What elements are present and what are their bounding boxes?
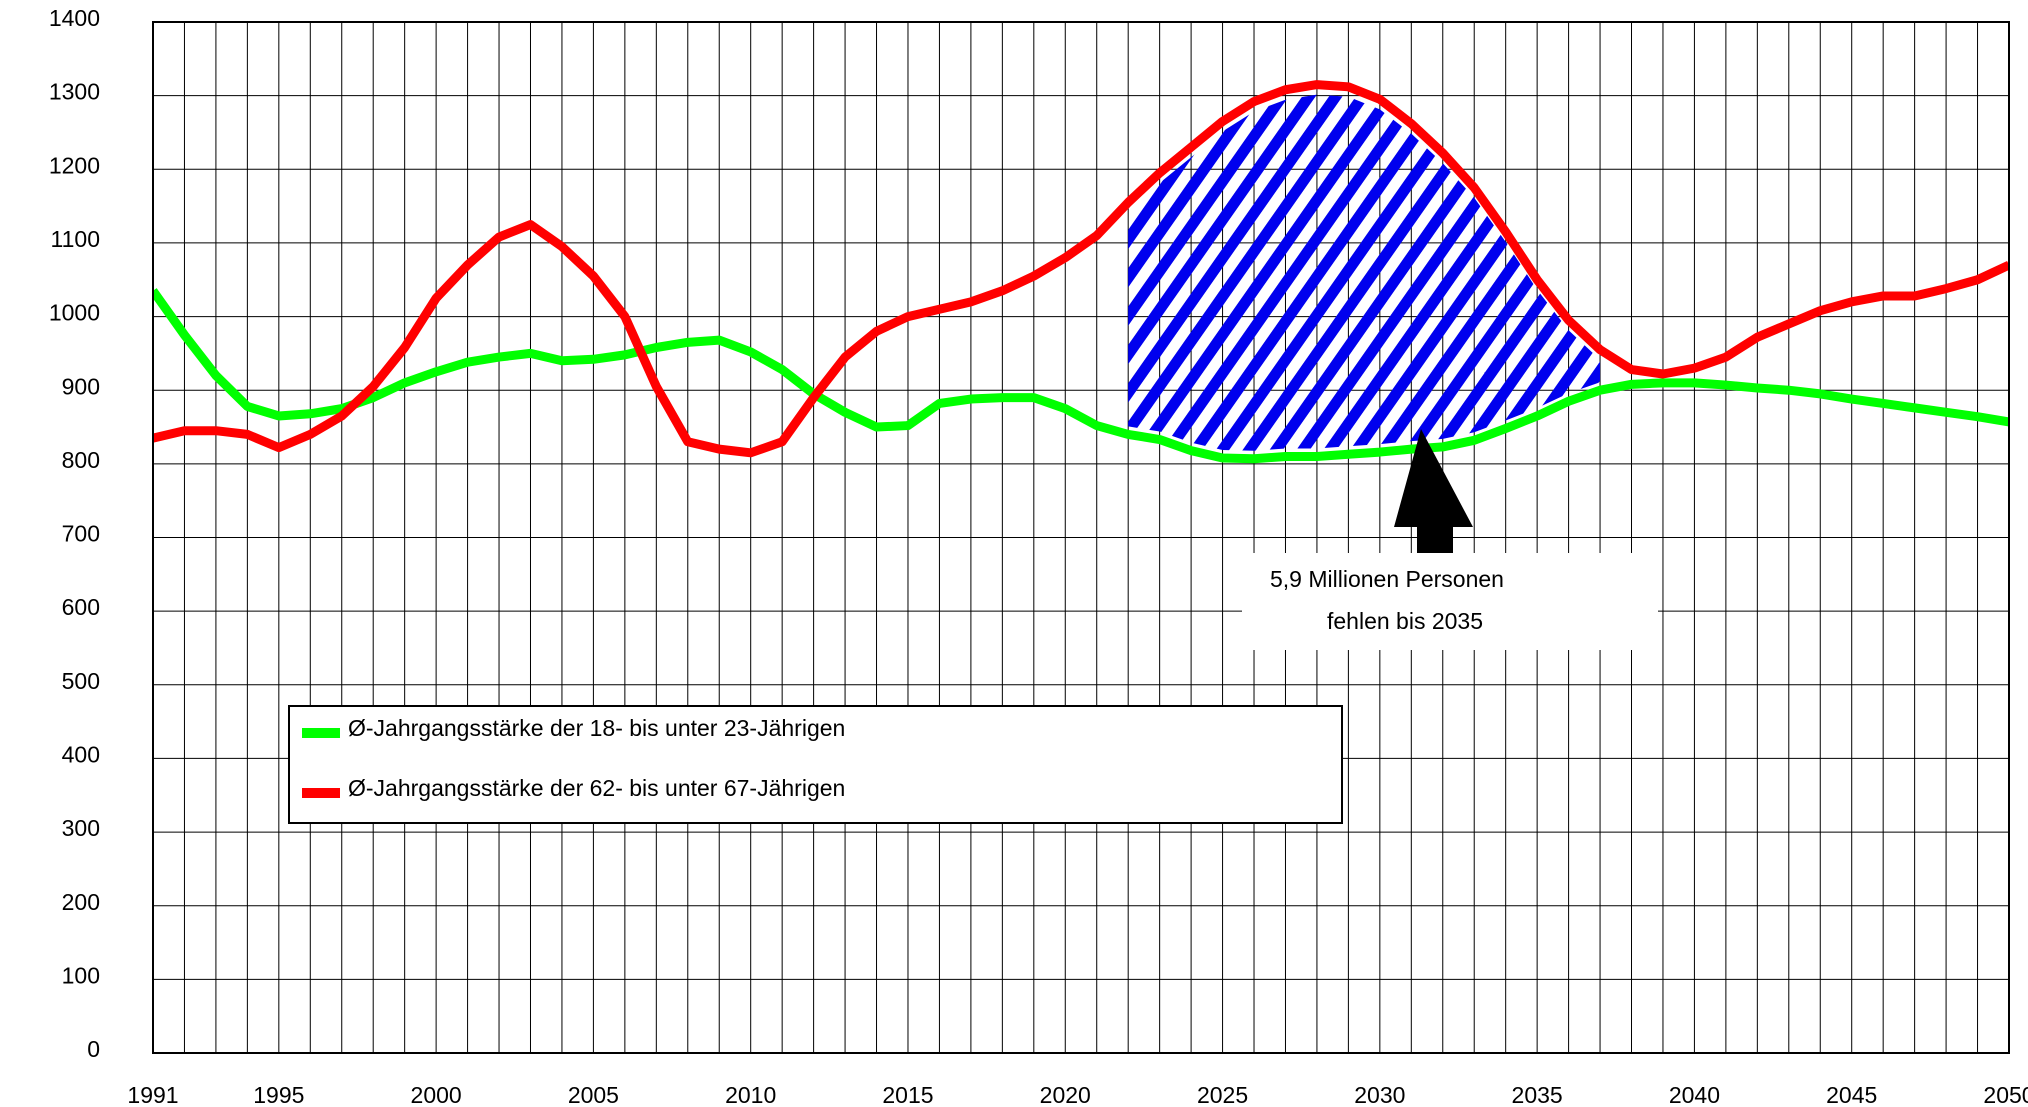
x-tick-label: 2005 xyxy=(568,1082,619,1107)
x-tick-label: 2030 xyxy=(1354,1082,1405,1107)
series-line xyxy=(153,80,2009,458)
y-tick-label: 200 xyxy=(62,889,100,915)
legend-box xyxy=(288,705,1343,824)
arrow xyxy=(1394,429,1473,553)
series-line xyxy=(153,288,2009,464)
x-tick-label: 2050 xyxy=(1983,1082,2028,1107)
legend: Ø-Jahrgangsstärke der 18- bis unter 23-J… xyxy=(288,705,1343,824)
legend-label: Ø-Jahrgangsstärke der 18- bis unter 23-J… xyxy=(348,715,845,741)
y-tick-label: 1400 xyxy=(49,5,100,31)
x-tick-label: 2020 xyxy=(1040,1082,1091,1107)
x-tick-label: 2015 xyxy=(882,1082,933,1107)
y-tick-label: 700 xyxy=(62,521,100,547)
y-tick-label: 1300 xyxy=(49,79,100,105)
annotation-text: fehlen bis 2035 xyxy=(1327,608,1483,634)
annotation-text: 5,9 Millionen Personen xyxy=(1270,566,1504,592)
legend-label: Ø-Jahrgangsstärke der 62- bis unter 67-J… xyxy=(348,775,845,801)
y-tick-label: 800 xyxy=(62,447,100,473)
x-tick-label: 2035 xyxy=(1512,1082,1563,1107)
y-tick-label: 0 xyxy=(87,1036,100,1062)
lines xyxy=(153,80,2009,464)
y-tick-label: 900 xyxy=(62,373,100,399)
y-tick-label: 300 xyxy=(62,815,100,841)
x-tick-label: 1995 xyxy=(253,1082,304,1107)
y-tick-label: 100 xyxy=(62,962,100,988)
y-tick-label: 500 xyxy=(62,668,100,694)
hatch-area xyxy=(1128,94,1601,451)
plot-frame xyxy=(152,21,2010,1054)
y-tick-label: 1100 xyxy=(51,226,100,252)
grid xyxy=(152,21,2010,1054)
y-tick-label: 600 xyxy=(62,594,100,620)
y-tick-label: 1000 xyxy=(49,300,100,326)
hatch xyxy=(1128,94,1601,451)
x-tick-label: 2025 xyxy=(1197,1082,1248,1107)
annotation: 5,9 Millionen Personen fehlen bis 2035 xyxy=(1242,429,1658,650)
x-tick-label: 2000 xyxy=(411,1082,462,1107)
y-tick-label: 1200 xyxy=(49,152,100,178)
x-tick-label: 2040 xyxy=(1669,1082,1720,1107)
x-tick-label: 2010 xyxy=(725,1082,776,1107)
x-tick-label: 1991 xyxy=(127,1082,178,1107)
y-tick-label: 400 xyxy=(62,742,100,768)
x-tick-label: 2045 xyxy=(1826,1082,1877,1107)
annotation-box xyxy=(1242,553,1658,650)
